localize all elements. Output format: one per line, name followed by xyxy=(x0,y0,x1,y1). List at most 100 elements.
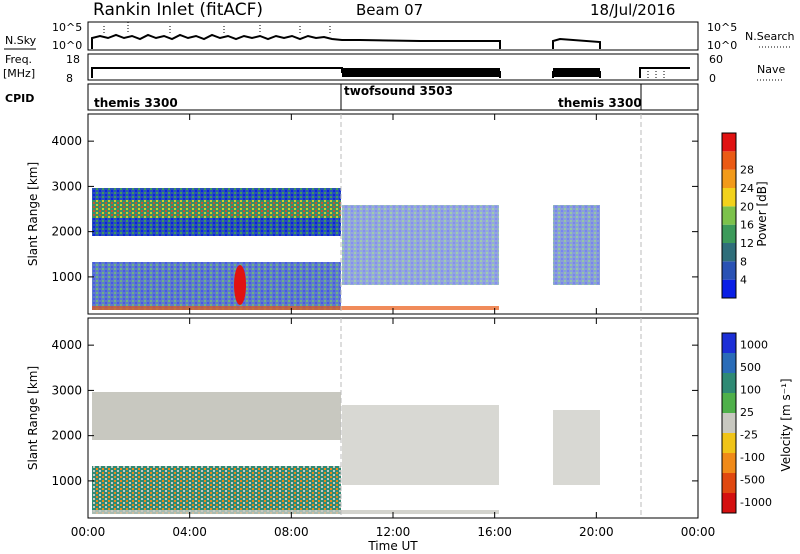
colorbar-swatch xyxy=(722,333,736,353)
station-title: Rankin Inlet (fitACF) xyxy=(93,0,263,20)
power-hot-spot xyxy=(234,265,246,305)
nave-tick-top: 60 xyxy=(709,53,723,66)
power-colorbar: 4 8 12 16 20 24 28 xyxy=(721,132,754,299)
power-band-lower xyxy=(92,262,341,310)
nave-tick-bottom: 0 xyxy=(709,72,716,85)
velocity-ground-line xyxy=(92,510,499,514)
colorbar-swatch xyxy=(722,133,736,152)
x-tick-label: 08:00 xyxy=(274,525,309,539)
colorbar-tick-label: 4 xyxy=(740,274,747,287)
freq-panel: Freq. [MHz] 18 8 60 0 Nave xyxy=(3,53,785,85)
nsearch-label: N.Search xyxy=(745,30,795,43)
power-data xyxy=(92,188,600,310)
colorbar-tick-label: 24 xyxy=(740,182,754,195)
cpid-segment-1: themis 3300 xyxy=(94,96,178,110)
y-tick-label: 3000 xyxy=(51,179,82,193)
power-band-late xyxy=(553,205,600,285)
cpid-segment-3: themis 3300 xyxy=(558,96,642,110)
colorbar-swatch xyxy=(722,493,736,513)
freq-dense-block xyxy=(342,68,500,77)
colorbar-tick-label: -25 xyxy=(740,428,758,441)
colorbar-swatch xyxy=(722,261,736,280)
x-axis-ticks: 00:00 04:00 08:00 12:00 16:00 20:00 00:00 xyxy=(71,114,716,539)
beam-label: Beam 07 xyxy=(356,1,423,19)
nsky-tick-bottom: 10^0 xyxy=(52,39,82,52)
x-tick-label: 20:00 xyxy=(579,525,614,539)
cpid-label: CPID xyxy=(5,92,34,105)
colorbar-swatch xyxy=(722,433,736,453)
x-tick-label: 12:00 xyxy=(376,525,411,539)
colorbar-swatch xyxy=(722,413,736,433)
nsky-panel: N.Sky 10^5 10^0 N.Search 10^5 10^0 xyxy=(4,21,795,52)
nsearch-trace xyxy=(103,22,331,33)
colorbar-tick-label: 25 xyxy=(740,406,754,419)
x-tick-label: 00:00 xyxy=(71,525,106,539)
colorbar-swatch xyxy=(722,151,736,170)
colorbar-tick-label: 12 xyxy=(740,237,754,250)
date-label: 18/Jul/2016 xyxy=(590,1,675,19)
velocity-data xyxy=(92,392,600,514)
colorbar-tick-label: 16 xyxy=(740,219,754,232)
colorbar-tick-label: -100 xyxy=(740,451,765,464)
colorbar-tick-label: 8 xyxy=(740,255,747,268)
power-colorbar-label: Power [dB] xyxy=(755,181,769,246)
power-ylabel: Slant Range [km] xyxy=(26,162,40,266)
colorbar-swatch xyxy=(722,353,736,373)
nsearch-tick-bottom: 10^0 xyxy=(707,39,737,52)
colorbar-swatch xyxy=(722,373,736,393)
power-ground-line xyxy=(92,306,499,310)
y-tick-label: 3000 xyxy=(51,383,82,397)
power-panel: Slant Range [km] 1000 2000 3000 4000 xyxy=(26,113,699,315)
cpid-segment-2: twofsound 3503 xyxy=(344,84,453,98)
x-tick-label: 00:00 xyxy=(681,525,716,539)
colorbar-frame xyxy=(721,332,737,514)
freq-unit: [MHz] xyxy=(3,67,35,80)
nsky-tick-top: 10^5 xyxy=(52,21,82,34)
colorbar-swatch xyxy=(722,453,736,473)
y-tick-label: 1000 xyxy=(51,270,82,284)
velocity-band-upper xyxy=(92,392,341,440)
nsearch-tick-top: 10^5 xyxy=(707,21,737,34)
colorbar-swatch xyxy=(722,243,736,262)
colorbar-swatch xyxy=(722,169,736,188)
x-tick-label: 04:00 xyxy=(172,525,207,539)
velocity-colorbar: 1000 500 100 25 -25 -100 -500 -1000 xyxy=(721,332,772,514)
y-tick-label: 4000 xyxy=(51,338,82,352)
velocity-panel: Slant Range [km] 1000 2000 3000 4000 xyxy=(26,317,699,519)
colorbar-swatch xyxy=(722,473,736,493)
power-band-mid xyxy=(342,205,499,285)
velocity-colorbar-label: Velocity [m s⁻¹] xyxy=(779,378,793,471)
x-axis-label: Time UT xyxy=(367,539,418,553)
velocity-band-mid xyxy=(342,405,499,485)
colorbar-frame xyxy=(721,132,737,299)
freq-tick-top: 18 xyxy=(66,53,80,66)
velocity-band-late xyxy=(553,410,600,485)
cpid-panel: CPID themis 3300 twofsound 3503 themis 3… xyxy=(5,83,699,111)
colorbar-tick-label: 1000 xyxy=(740,338,768,351)
nave-label: Nave xyxy=(757,63,785,76)
colorbar-tick-label: 28 xyxy=(740,164,754,177)
colorbar-swatch xyxy=(722,224,736,243)
colorbar-swatch xyxy=(722,188,736,207)
power-band-hot xyxy=(92,200,341,218)
colorbar-tick-label: -1000 xyxy=(740,496,772,509)
colorbar-swatch xyxy=(722,279,736,298)
nsky-label: N.Sky xyxy=(5,34,37,47)
velocity-ylabel: Slant Range [km] xyxy=(26,366,40,470)
colorbar-tick-label: 500 xyxy=(740,361,761,374)
y-tick-label: 2000 xyxy=(51,429,82,443)
nsky-trace xyxy=(91,33,601,49)
colorbar-swatch xyxy=(722,393,736,413)
freq-dense-block-2 xyxy=(553,68,600,77)
freq-label: Freq. xyxy=(5,53,32,66)
x-tick-label: 16:00 xyxy=(477,525,512,539)
y-tick-label: 1000 xyxy=(51,474,82,488)
freq-tick-bottom: 8 xyxy=(66,72,73,85)
colorbar-tick-label: 100 xyxy=(740,383,761,396)
y-tick-label: 4000 xyxy=(51,134,82,148)
velocity-band-lower xyxy=(92,466,341,514)
y-tick-label: 2000 xyxy=(51,225,82,239)
nave-trace xyxy=(647,70,665,78)
colorbar-swatch xyxy=(722,206,736,225)
